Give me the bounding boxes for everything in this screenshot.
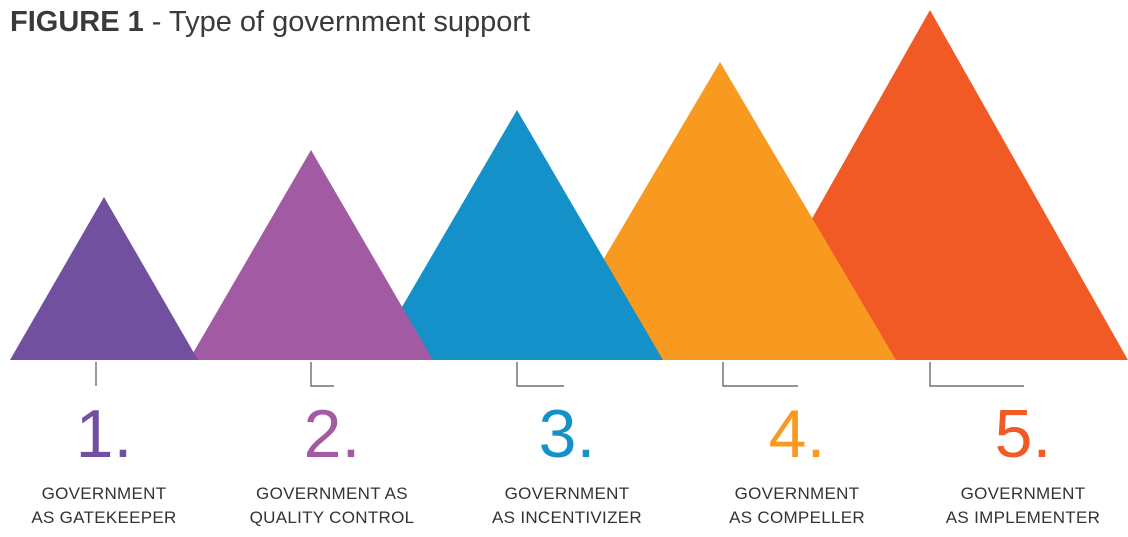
step-4-label-line1: GOVERNMENT (734, 484, 860, 503)
connector-4 (722, 362, 798, 387)
triangle-1 (10, 197, 198, 360)
step-1: 1. GOVERNMENT AS GATEKEEPER (0, 400, 214, 530)
step-1-label: GOVERNMENT AS GATEKEEPER (0, 482, 214, 530)
triangle-2 (189, 150, 433, 360)
triangle-4 (544, 62, 896, 360)
figure-title: FIGURE 1 - Type of government support (10, 6, 530, 39)
connector-2 (310, 362, 334, 387)
step-5-label-line1: GOVERNMENT (960, 484, 1086, 503)
step-2-label-line1: GOVERNMENT AS (256, 484, 408, 503)
step-2-label: GOVERNMENT AS QUALITY CONTROL (222, 482, 442, 530)
figure-title-text: - Type of government support (143, 6, 531, 38)
step-1-label-line2: AS GATEKEEPER (31, 508, 177, 527)
step-4-number: 4. (768, 396, 826, 472)
step-2-label-line2: QUALITY CONTROL (249, 508, 415, 527)
step-5-label-line2: AS IMPLEMENTER (945, 508, 1101, 527)
step-5-number: 5. (994, 396, 1052, 472)
step-5-label: GOVERNMENT AS IMPLEMENTER (913, 482, 1128, 530)
step-2: 2. GOVERNMENT AS QUALITY CONTROL (222, 400, 442, 530)
triangle-3 (371, 110, 663, 360)
step-1-label-line1: GOVERNMENT (41, 484, 167, 503)
step-3-label: GOVERNMENT AS INCENTIVIZER (457, 482, 677, 530)
step-4-label-line2: AS COMPELLER (729, 508, 865, 527)
figure-title-label: FIGURE 1 (10, 6, 144, 38)
step-3-number: 3. (538, 396, 596, 472)
connector-5 (929, 362, 1024, 387)
step-2-number: 2. (303, 396, 361, 472)
step-4-label: GOVERNMENT AS COMPELLER (687, 482, 907, 530)
connector-3 (516, 362, 564, 387)
triangles-diagram (10, 10, 1128, 387)
step-5: 5. GOVERNMENT AS IMPLEMENTER (913, 400, 1128, 530)
step-3-label-line2: AS INCENTIVIZER (492, 508, 642, 527)
step-1-number: 1. (75, 396, 133, 472)
step-3: 3. GOVERNMENT AS INCENTIVIZER (457, 400, 677, 530)
step-3-label-line1: GOVERNMENT (504, 484, 630, 503)
step-4: 4. GOVERNMENT AS COMPELLER (687, 400, 907, 530)
